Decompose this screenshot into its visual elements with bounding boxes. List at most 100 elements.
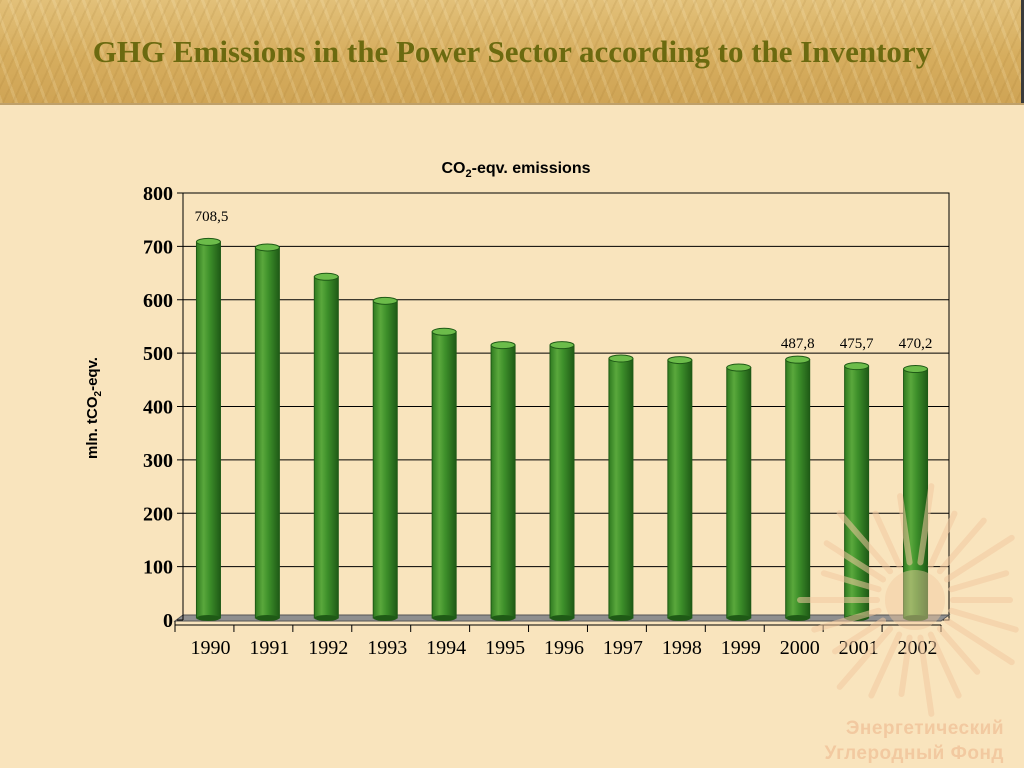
data-label: 487,8 (781, 336, 815, 352)
bar-body (490, 344, 516, 619)
sun-ray (943, 617, 1015, 666)
sun-ray (836, 625, 894, 690)
bar-cap (667, 356, 693, 365)
data-label: 470,2 (899, 336, 933, 352)
bar (549, 341, 575, 621)
bar (667, 356, 693, 621)
bar-cap (195, 237, 221, 246)
y-tick-label: 700 (143, 236, 173, 258)
bar (254, 243, 280, 621)
sun-ray (897, 493, 913, 566)
bar-body (667, 359, 693, 619)
bar (608, 354, 634, 621)
sun-ray (948, 607, 1019, 633)
data-label: 708,5 (195, 209, 229, 225)
x-tick-label: 1993 (367, 637, 407, 659)
bar-base (726, 615, 751, 621)
sun-ray (936, 517, 987, 575)
bar-cap (313, 272, 339, 281)
y-tick-label: 500 (143, 343, 173, 365)
x-tick-label: 1992 (308, 637, 348, 659)
bar-body (785, 359, 811, 619)
sun-ray (823, 540, 887, 583)
bar-base (550, 615, 574, 621)
bar-cap (903, 365, 929, 374)
bar (431, 327, 457, 621)
bar-base (667, 615, 692, 621)
bar-base (491, 615, 516, 621)
bar-base (903, 615, 928, 621)
bar (903, 365, 929, 621)
bars (195, 237, 929, 621)
y-tick-label: 300 (143, 450, 173, 472)
bar-base (255, 615, 280, 621)
bar-body (844, 365, 870, 619)
y-tick-label: 200 (143, 503, 173, 525)
bar-body (608, 357, 634, 619)
y-axis-label: mln. tCO2-eqv. (84, 357, 104, 459)
bar (844, 362, 870, 621)
bar-base (373, 615, 398, 621)
bar-body (313, 276, 339, 619)
bar-base (608, 615, 633, 621)
sun-ray (832, 617, 887, 655)
watermark-line-1: Энергетический (845, 718, 1004, 739)
slide-title: GHG Emissions in the Power Sector accord… (92, 34, 932, 69)
axes (174, 192, 942, 632)
sun-ray (917, 634, 935, 717)
bar-body (254, 246, 280, 619)
sun-ray (898, 634, 913, 698)
bar-body (195, 241, 221, 619)
x-tick-label: 1990 (190, 637, 230, 659)
y-tick-label: 100 (143, 557, 173, 579)
y-tick-label: 0 (163, 610, 173, 632)
sun-logo-icon (797, 483, 1019, 717)
bar-body (372, 300, 398, 619)
sun-ray (943, 534, 1015, 583)
bar-base (196, 615, 221, 621)
bar-cap (608, 354, 634, 363)
bar (490, 341, 516, 621)
bar-cap (726, 363, 752, 372)
x-tick-label: 2000 (780, 637, 820, 659)
bar-cap (549, 341, 575, 350)
chart-title: CO2-eqv. emissions (442, 160, 591, 180)
bar-body (549, 344, 575, 619)
bar-cap (490, 341, 516, 350)
bar-cap (372, 296, 398, 305)
bar (785, 355, 811, 621)
bar (372, 296, 398, 621)
sun-ray (948, 570, 1010, 593)
x-tick-label: 1994 (426, 637, 466, 659)
bar-cap (844, 362, 870, 371)
x-tick-label: 1998 (662, 637, 702, 659)
x-tick-label: 1999 (721, 637, 761, 659)
labels: 0 100 200 300 400 500 600 700 800 1990 1991 1992 199… (143, 183, 938, 659)
bar-base (785, 615, 810, 621)
data-label: 475,7 (840, 336, 874, 352)
sun-ray (936, 625, 981, 675)
y-tick-label: 800 (143, 183, 173, 205)
sun-ray (917, 483, 935, 566)
header-band (0, 0, 1024, 105)
x-tick-label: 1995 (485, 637, 525, 659)
bar-cap (431, 327, 457, 336)
sun-ray (836, 510, 894, 575)
x-tick-label: 1991 (249, 637, 289, 659)
bar-cap (254, 243, 280, 252)
sun-ray (811, 607, 882, 633)
bar-base (314, 615, 339, 621)
sun-core (885, 570, 945, 630)
x-tick-label: 1997 (603, 637, 643, 659)
bar (726, 363, 752, 621)
y-tick-label: 600 (143, 290, 173, 312)
bar-body (726, 367, 752, 619)
bar-body (431, 331, 457, 619)
y-tick-label: 400 (143, 397, 173, 419)
sun-ray (868, 631, 903, 699)
bar-cap (785, 355, 811, 364)
bar (195, 237, 221, 621)
sun-ray (927, 510, 958, 569)
sun-ray (927, 631, 962, 699)
